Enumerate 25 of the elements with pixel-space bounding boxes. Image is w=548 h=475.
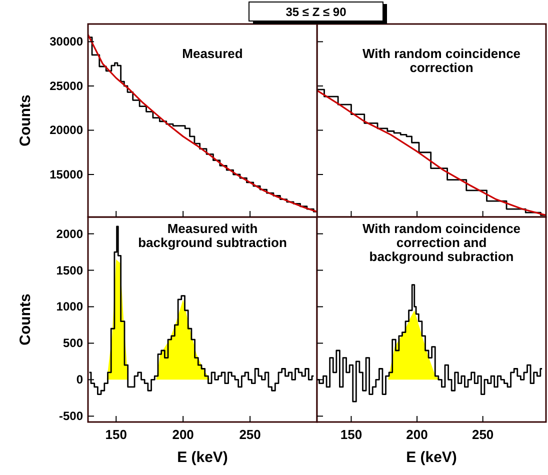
y-tick-label: 0	[76, 372, 84, 387]
x-tick-label: 200	[406, 427, 428, 442]
x-axis-title: E (keV)	[177, 449, 228, 466]
y-tick-label: 15000	[50, 168, 84, 182]
annotation: Measured with background subtraction	[138, 221, 287, 250]
annotation: With random coincidence correction and background subraction	[362, 221, 521, 264]
annotation: With random coincidence correction	[362, 46, 521, 75]
y-tick-label: 25000	[50, 78, 84, 93]
x-tick-label: 250	[239, 427, 261, 442]
x-tick-label: 250	[472, 427, 494, 442]
x-tick-label: 200	[172, 427, 194, 442]
y-tick-label: 2000	[56, 226, 84, 241]
x-tick-label: 150	[340, 427, 362, 442]
y-tick-label: 1000	[56, 300, 84, 314]
annotation: Measured	[182, 46, 243, 61]
chart-title: 35 ≤ Z ≤ 90	[286, 5, 347, 19]
y-tick-label: -500	[58, 409, 84, 424]
y-tick-label: 20000	[50, 123, 84, 138]
x-tick-label: 150	[105, 427, 127, 442]
x-axis-title: E (keV)	[406, 449, 457, 466]
y-axis-title: Counts	[17, 94, 34, 146]
y-tick-label: 30000	[50, 34, 84, 49]
y-tick-label: 1500	[56, 263, 84, 278]
y-tick-label: 500	[62, 336, 84, 350]
y-axis-title: Counts	[17, 294, 34, 346]
